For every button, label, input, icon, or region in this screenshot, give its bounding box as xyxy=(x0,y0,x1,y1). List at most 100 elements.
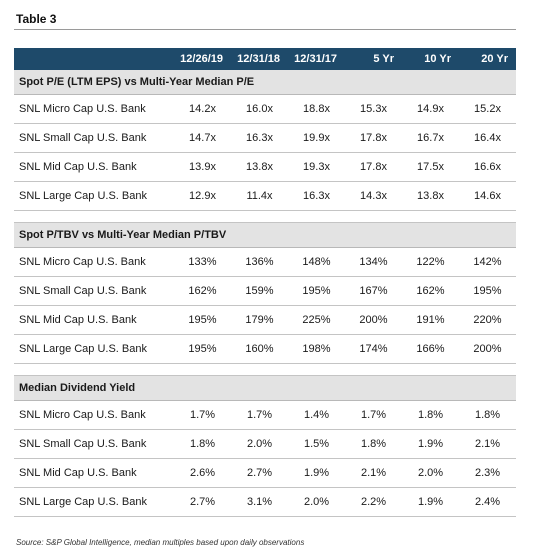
value-cell: 1.4% xyxy=(288,400,345,430)
value-cell: 16.3x xyxy=(288,181,345,211)
table-row: SNL Large Cap U.S. Bank 12.9x 11.4x 16.3x 14… xyxy=(14,181,516,211)
table-row: SNL Small Cap U.S. Bank 1.8% 2.0% 1.5% 1.8% 1… xyxy=(14,429,516,459)
value-cell: 2.1% xyxy=(345,458,402,488)
value-cell: 16.4x xyxy=(459,123,516,153)
row-label: SNL Large Cap U.S. Bank xyxy=(14,487,174,517)
value-cell: 2.0% xyxy=(288,487,345,517)
row-label: SNL Micro Cap U.S. Bank xyxy=(14,94,174,124)
value-cell: 17.5x xyxy=(402,152,459,182)
value-cell: 195% xyxy=(174,305,231,335)
value-cell: 162% xyxy=(402,276,459,306)
title-divider xyxy=(14,29,516,30)
value-cell: 200% xyxy=(459,334,516,364)
value-cell: 2.4% xyxy=(459,487,516,517)
table-row: SNL Mid Cap U.S. Bank 13.9x 13.8x 19.3x 17.8… xyxy=(14,152,516,182)
value-cell: 160% xyxy=(231,334,288,364)
value-cell: 2.2% xyxy=(345,487,402,517)
value-cell: 15.2x xyxy=(459,94,516,124)
value-cell: 2.7% xyxy=(174,487,231,517)
value-cell: 142% xyxy=(459,247,516,277)
section-header-row: Median Dividend Yield xyxy=(14,375,516,401)
table-row: SNL Mid Cap U.S. Bank 2.6% 2.7% 1.9% 2.1% 2.0… xyxy=(14,458,516,488)
value-cell: 2.6% xyxy=(174,458,231,488)
value-cell: 1.8% xyxy=(174,429,231,459)
value-cell: 225% xyxy=(288,305,345,335)
value-cell: 16.3x xyxy=(231,123,288,153)
value-cell: 3.1% xyxy=(231,487,288,517)
value-cell: 16.0x xyxy=(231,94,288,124)
value-cell: 122% xyxy=(402,247,459,277)
value-cell: 14.6x xyxy=(459,181,516,211)
value-cell: 15.3x xyxy=(345,94,402,124)
table-row: SNL Large Cap U.S. Bank 2.7% 3.1% 2.0% 2.2% 1… xyxy=(14,487,516,517)
section-spacer xyxy=(14,210,516,223)
value-cell: 195% xyxy=(174,334,231,364)
source-note: Source: S&P Global Intelligence, median … xyxy=(16,538,305,547)
value-cell: 179% xyxy=(231,305,288,335)
value-cell: 191% xyxy=(402,305,459,335)
value-cell: 133% xyxy=(174,247,231,277)
value-cell: 2.1% xyxy=(459,429,516,459)
value-cell: 167% xyxy=(345,276,402,306)
value-cell: 1.7% xyxy=(345,400,402,430)
value-cell: 16.7x xyxy=(402,123,459,153)
value-cell: 134% xyxy=(345,247,402,277)
value-cell: 19.3x xyxy=(288,152,345,182)
column-header: 20 Yr xyxy=(459,48,516,70)
table-row: SNL Large Cap U.S. Bank 195% 160% 198% 174% 1… xyxy=(14,334,516,364)
value-cell: 162% xyxy=(174,276,231,306)
table-row: SNL Small Cap U.S. Bank 162% 159% 195% 167% 1… xyxy=(14,276,516,306)
column-header: 12/26/19 xyxy=(174,48,231,70)
value-cell: 1.7% xyxy=(231,400,288,430)
valuation-table: 12/26/19 12/31/18 12/31/17 5 Yr 10 Yr 20… xyxy=(14,48,516,517)
value-cell: 159% xyxy=(231,276,288,306)
value-cell: 1.9% xyxy=(288,458,345,488)
row-label: SNL Small Cap U.S. Bank xyxy=(14,276,174,306)
table-title: Table 3 xyxy=(16,12,57,26)
value-cell: 1.8% xyxy=(459,400,516,430)
row-label: SNL Large Cap U.S. Bank xyxy=(14,334,174,364)
value-cell: 220% xyxy=(459,305,516,335)
value-cell: 16.6x xyxy=(459,152,516,182)
section-spacer xyxy=(14,363,516,376)
value-cell: 18.8x xyxy=(288,94,345,124)
row-label: SNL Micro Cap U.S. Bank xyxy=(14,247,174,277)
column-header: 5 Yr xyxy=(345,48,402,70)
value-cell: 2.0% xyxy=(231,429,288,459)
value-cell: 14.9x xyxy=(402,94,459,124)
value-cell: 14.7x xyxy=(174,123,231,153)
value-cell: 1.7% xyxy=(174,400,231,430)
value-cell: 1.9% xyxy=(402,487,459,517)
value-cell: 195% xyxy=(459,276,516,306)
value-cell: 1.5% xyxy=(288,429,345,459)
value-cell: 166% xyxy=(402,334,459,364)
header-cell-empty xyxy=(14,48,174,70)
spacer-cell xyxy=(14,363,516,376)
value-cell: 2.0% xyxy=(402,458,459,488)
section-heading: Median Dividend Yield xyxy=(14,375,516,401)
section-header-row: Spot P/TBV vs Multi-Year Median P/TBV xyxy=(14,222,516,248)
value-cell: 136% xyxy=(231,247,288,277)
row-label: SNL Mid Cap U.S. Bank xyxy=(14,152,174,182)
header-row: 12/26/19 12/31/18 12/31/17 5 Yr 10 Yr 20… xyxy=(14,48,516,70)
column-header: 12/31/17 xyxy=(288,48,345,70)
row-label: SNL Mid Cap U.S. Bank xyxy=(14,458,174,488)
row-label: SNL Small Cap U.S. Bank xyxy=(14,123,174,153)
value-cell: 11.4x xyxy=(231,181,288,211)
table-body: 12/26/19 12/31/18 12/31/17 5 Yr 10 Yr 20… xyxy=(14,48,516,517)
section-header-row: Spot P/E (LTM EPS) vs Multi-Year Median … xyxy=(14,70,516,95)
value-cell: 14.3x xyxy=(345,181,402,211)
table-row: SNL Small Cap U.S. Bank 14.7x 16.3x 19.9x 17… xyxy=(14,123,516,153)
table-row: SNL Micro Cap U.S. Bank 133% 136% 148% 134% 1… xyxy=(14,247,516,277)
row-label: SNL Large Cap U.S. Bank xyxy=(14,181,174,211)
table-row: SNL Micro Cap U.S. Bank 1.7% 1.7% 1.4% 1.7% 1… xyxy=(14,400,516,430)
value-cell: 174% xyxy=(345,334,402,364)
row-label: SNL Mid Cap U.S. Bank xyxy=(14,305,174,335)
row-label: SNL Small Cap U.S. Bank xyxy=(14,429,174,459)
column-header: 12/31/18 xyxy=(231,48,288,70)
value-cell: 198% xyxy=(288,334,345,364)
value-cell: 14.2x xyxy=(174,94,231,124)
column-header: 10 Yr xyxy=(402,48,459,70)
value-cell: 17.8x xyxy=(345,152,402,182)
value-cell: 195% xyxy=(288,276,345,306)
